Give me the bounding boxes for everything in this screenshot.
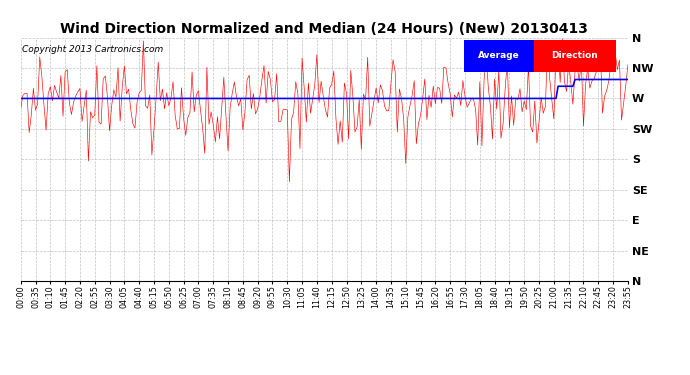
Title: Wind Direction Normalized and Median (24 Hours) (New) 20130413: Wind Direction Normalized and Median (24… <box>60 22 589 36</box>
Bar <box>534 40 615 72</box>
Text: Average: Average <box>478 51 520 60</box>
Text: Direction: Direction <box>551 51 598 60</box>
Bar <box>464 40 534 72</box>
Text: Copyright 2013 Cartronics.com: Copyright 2013 Cartronics.com <box>22 45 163 54</box>
